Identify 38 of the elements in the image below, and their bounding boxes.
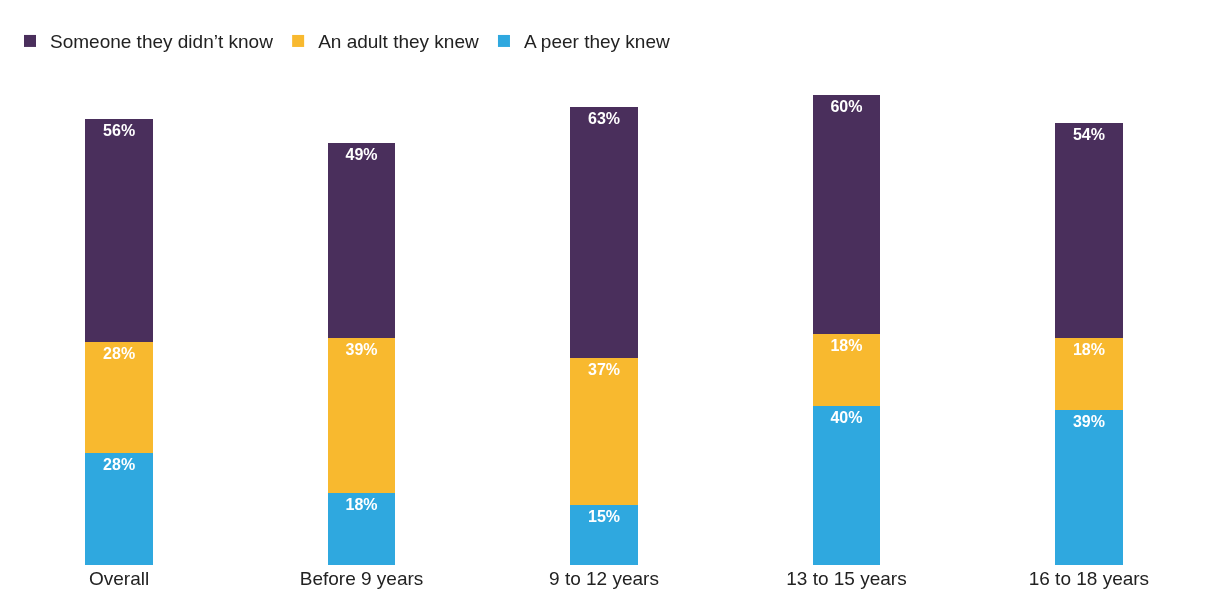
bar	[1054, 409, 1123, 565]
data-label: 18%	[830, 336, 863, 354]
bar	[570, 357, 638, 506]
data-label: 56%	[103, 121, 136, 139]
legend-label: An adult they knew	[318, 31, 479, 53]
data-label: 15%	[587, 508, 621, 526]
data-label: 18%	[345, 496, 378, 514]
x-tick-label: 13 to 15 years	[786, 568, 907, 589]
data-label: 54%	[1072, 125, 1105, 143]
data-label: 28%	[103, 456, 136, 474]
bar	[570, 106, 638, 358]
bar	[812, 405, 881, 565]
data-label: 37%	[587, 360, 621, 378]
bar	[812, 94, 881, 334]
bar	[85, 453, 154, 565]
data-label: 39%	[1072, 412, 1105, 430]
bar	[1054, 337, 1123, 410]
data-label: 39%	[345, 340, 378, 358]
data-label: 28%	[103, 344, 136, 362]
x-tick-label: Overall	[89, 568, 150, 589]
data-label: 40%	[830, 408, 863, 426]
data-label: 18%	[1072, 340, 1105, 358]
data-label: 60%	[830, 97, 863, 115]
bar	[1054, 122, 1123, 338]
legend-label: A peer they knew	[523, 31, 670, 53]
bar	[85, 341, 154, 454]
data-label: 63%	[587, 109, 621, 127]
bar	[812, 333, 881, 406]
bar	[570, 505, 638, 565]
legend-label: Someone they didn’t know	[50, 31, 274, 53]
bar	[327, 337, 396, 494]
x-tick-label: 9 to 12 years	[549, 568, 659, 589]
x-tick-label: 16 to 18 years	[1028, 568, 1150, 589]
x-tick-label: Before 9 years	[299, 568, 424, 589]
data-label: 49%	[345, 145, 378, 163]
bar	[327, 142, 396, 338]
bar	[327, 493, 396, 565]
bar	[85, 118, 154, 342]
